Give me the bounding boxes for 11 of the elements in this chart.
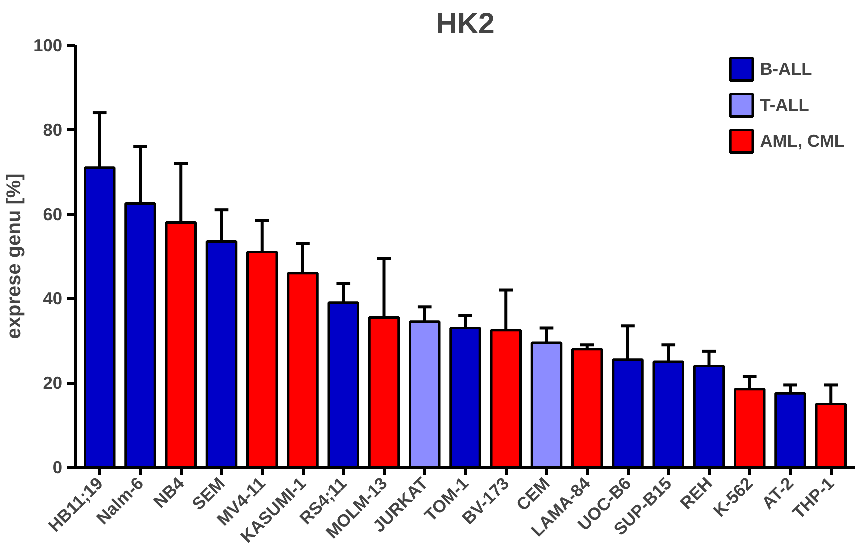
chart-title: HK2 <box>436 8 495 40</box>
y-tick-label: 0 <box>52 458 63 478</box>
y-tick-label: 20 <box>43 373 63 394</box>
legend-label: AML, CML <box>760 130 845 152</box>
y-tick-label: 60 <box>43 204 63 224</box>
legend-label: B-ALL <box>760 58 812 80</box>
y-tick-label: 80 <box>43 120 63 140</box>
y-tick-label: 100 <box>34 36 63 56</box>
y-tick-label: 40 <box>43 288 63 309</box>
legend-label: T-ALL <box>760 94 810 116</box>
y-axis-title: exprese genu [%] <box>4 174 26 340</box>
